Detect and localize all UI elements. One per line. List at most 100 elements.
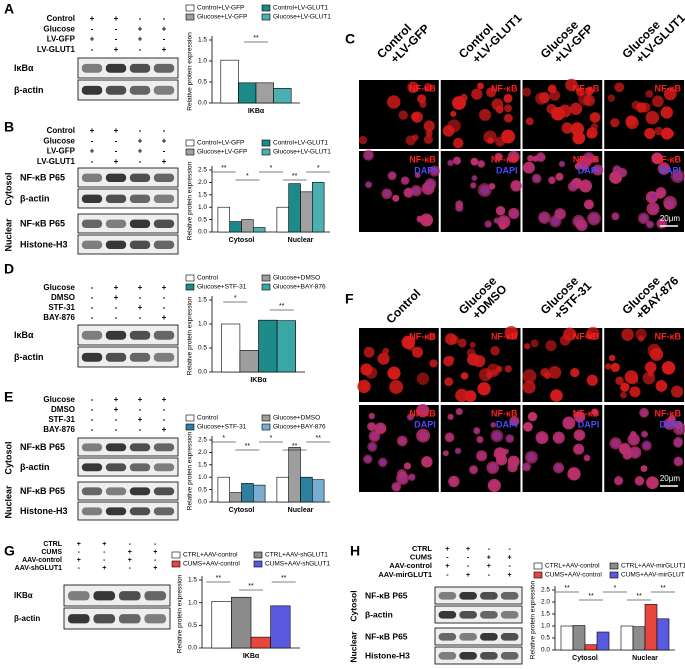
blot-frame xyxy=(77,457,179,477)
condition-sign: - xyxy=(91,395,94,404)
cell xyxy=(620,382,630,392)
y-axis-label: Relative protein expression xyxy=(177,574,184,653)
cell xyxy=(527,154,534,162)
condition-sign: - xyxy=(115,147,118,156)
cell xyxy=(477,183,492,198)
panel-label: G xyxy=(4,543,15,559)
legend-swatch xyxy=(185,148,195,156)
cell xyxy=(419,100,427,108)
blot-row-label: NF-κB P65 xyxy=(20,172,65,182)
cell xyxy=(654,126,663,136)
significance-label: * xyxy=(270,435,273,442)
condition-label: Glucose xyxy=(43,395,75,404)
condition-sign: - xyxy=(154,541,157,548)
cell xyxy=(504,365,512,373)
blot-band xyxy=(118,614,141,624)
blot-band xyxy=(81,219,103,228)
blot-band xyxy=(105,173,127,182)
legend-swatch xyxy=(171,560,181,568)
channel-label: NF-κB xyxy=(491,154,518,164)
channel-label: NF-κB xyxy=(573,408,600,418)
channel-label: DAPI xyxy=(496,165,518,175)
legend-label: CTRL+AAV-shGLUT1 xyxy=(265,552,328,559)
condition-sign: - xyxy=(91,136,94,145)
blot-band xyxy=(153,85,175,95)
cell xyxy=(523,422,533,432)
legend-label: CUMS+AAV-shGLUT1 xyxy=(265,561,330,568)
cell xyxy=(477,82,484,90)
blot-band xyxy=(105,330,127,340)
cell xyxy=(657,162,671,175)
blot-band xyxy=(81,194,103,203)
condition-sign: + xyxy=(114,45,119,54)
condition-sign: + xyxy=(77,557,81,564)
condition-label: AAV-control xyxy=(389,561,432,570)
cell xyxy=(552,462,565,474)
condition-sign: + xyxy=(138,415,143,424)
condition-label: Glucose xyxy=(43,24,75,33)
cell xyxy=(583,199,594,210)
blot-row-label: Histone-H3 xyxy=(20,239,68,249)
condition-sign: + xyxy=(466,570,471,579)
condition-label: Control xyxy=(47,14,75,23)
cell xyxy=(457,338,467,348)
condition-sign: - xyxy=(488,570,491,579)
condition-sign: - xyxy=(115,35,118,44)
condition-sign: - xyxy=(508,544,511,553)
legend-swatch xyxy=(261,13,271,21)
condition-sign: - xyxy=(163,14,166,23)
cell xyxy=(522,161,535,174)
blot-row-label: Histone-H3 xyxy=(20,506,68,516)
significance-label: ** xyxy=(564,585,570,592)
legend-label: CUMS+AAV-mirGLUT1 xyxy=(621,572,685,579)
blot-row-label: β-actin xyxy=(14,614,40,623)
cell xyxy=(573,411,586,423)
condition-sign: - xyxy=(139,157,142,166)
cell xyxy=(403,462,412,470)
cell xyxy=(503,93,513,103)
significance-label: * xyxy=(234,295,237,302)
cell xyxy=(447,413,454,420)
channel-label: NF-κB xyxy=(491,83,518,93)
bar xyxy=(241,219,254,233)
blot-band xyxy=(93,591,116,601)
condition-sign: + xyxy=(114,395,119,404)
fraction-label: Cytosol xyxy=(3,172,13,205)
condition-sign: + xyxy=(138,283,143,292)
y-tick-label: 1.5 xyxy=(198,192,207,199)
blot-band xyxy=(129,507,151,516)
blot-frame xyxy=(77,501,179,521)
cell xyxy=(522,87,532,97)
bar xyxy=(217,206,230,233)
condition-sign: - xyxy=(115,303,118,312)
blot-band xyxy=(500,611,519,619)
cell xyxy=(622,450,632,460)
legend-label: Control+LV-GFP xyxy=(197,5,244,12)
cell xyxy=(539,92,550,104)
blot-band xyxy=(153,194,175,203)
cell xyxy=(645,220,655,229)
cell xyxy=(507,461,518,473)
cell xyxy=(396,435,408,447)
condition-sign: + xyxy=(90,147,95,156)
condition-sign: + xyxy=(138,136,143,145)
cell xyxy=(637,335,645,342)
cell xyxy=(368,412,376,420)
cell xyxy=(646,476,659,490)
condition-sign: + xyxy=(90,14,95,23)
condition-label: STF-31 xyxy=(48,303,75,312)
panel-label: B xyxy=(4,119,14,135)
legend-label: Glucose+STF-31 xyxy=(197,284,247,291)
bar xyxy=(656,618,670,651)
cell xyxy=(408,473,416,481)
cell xyxy=(558,104,572,118)
condition-sign: - xyxy=(139,14,142,23)
condition-sign: + xyxy=(138,147,143,156)
condition-sign: - xyxy=(115,24,118,33)
legend-swatch xyxy=(185,139,195,147)
cell xyxy=(483,130,497,144)
blot-band xyxy=(438,633,457,641)
cell xyxy=(575,219,588,232)
y-tick-label: 0.5 xyxy=(198,345,207,352)
cell xyxy=(358,136,368,145)
